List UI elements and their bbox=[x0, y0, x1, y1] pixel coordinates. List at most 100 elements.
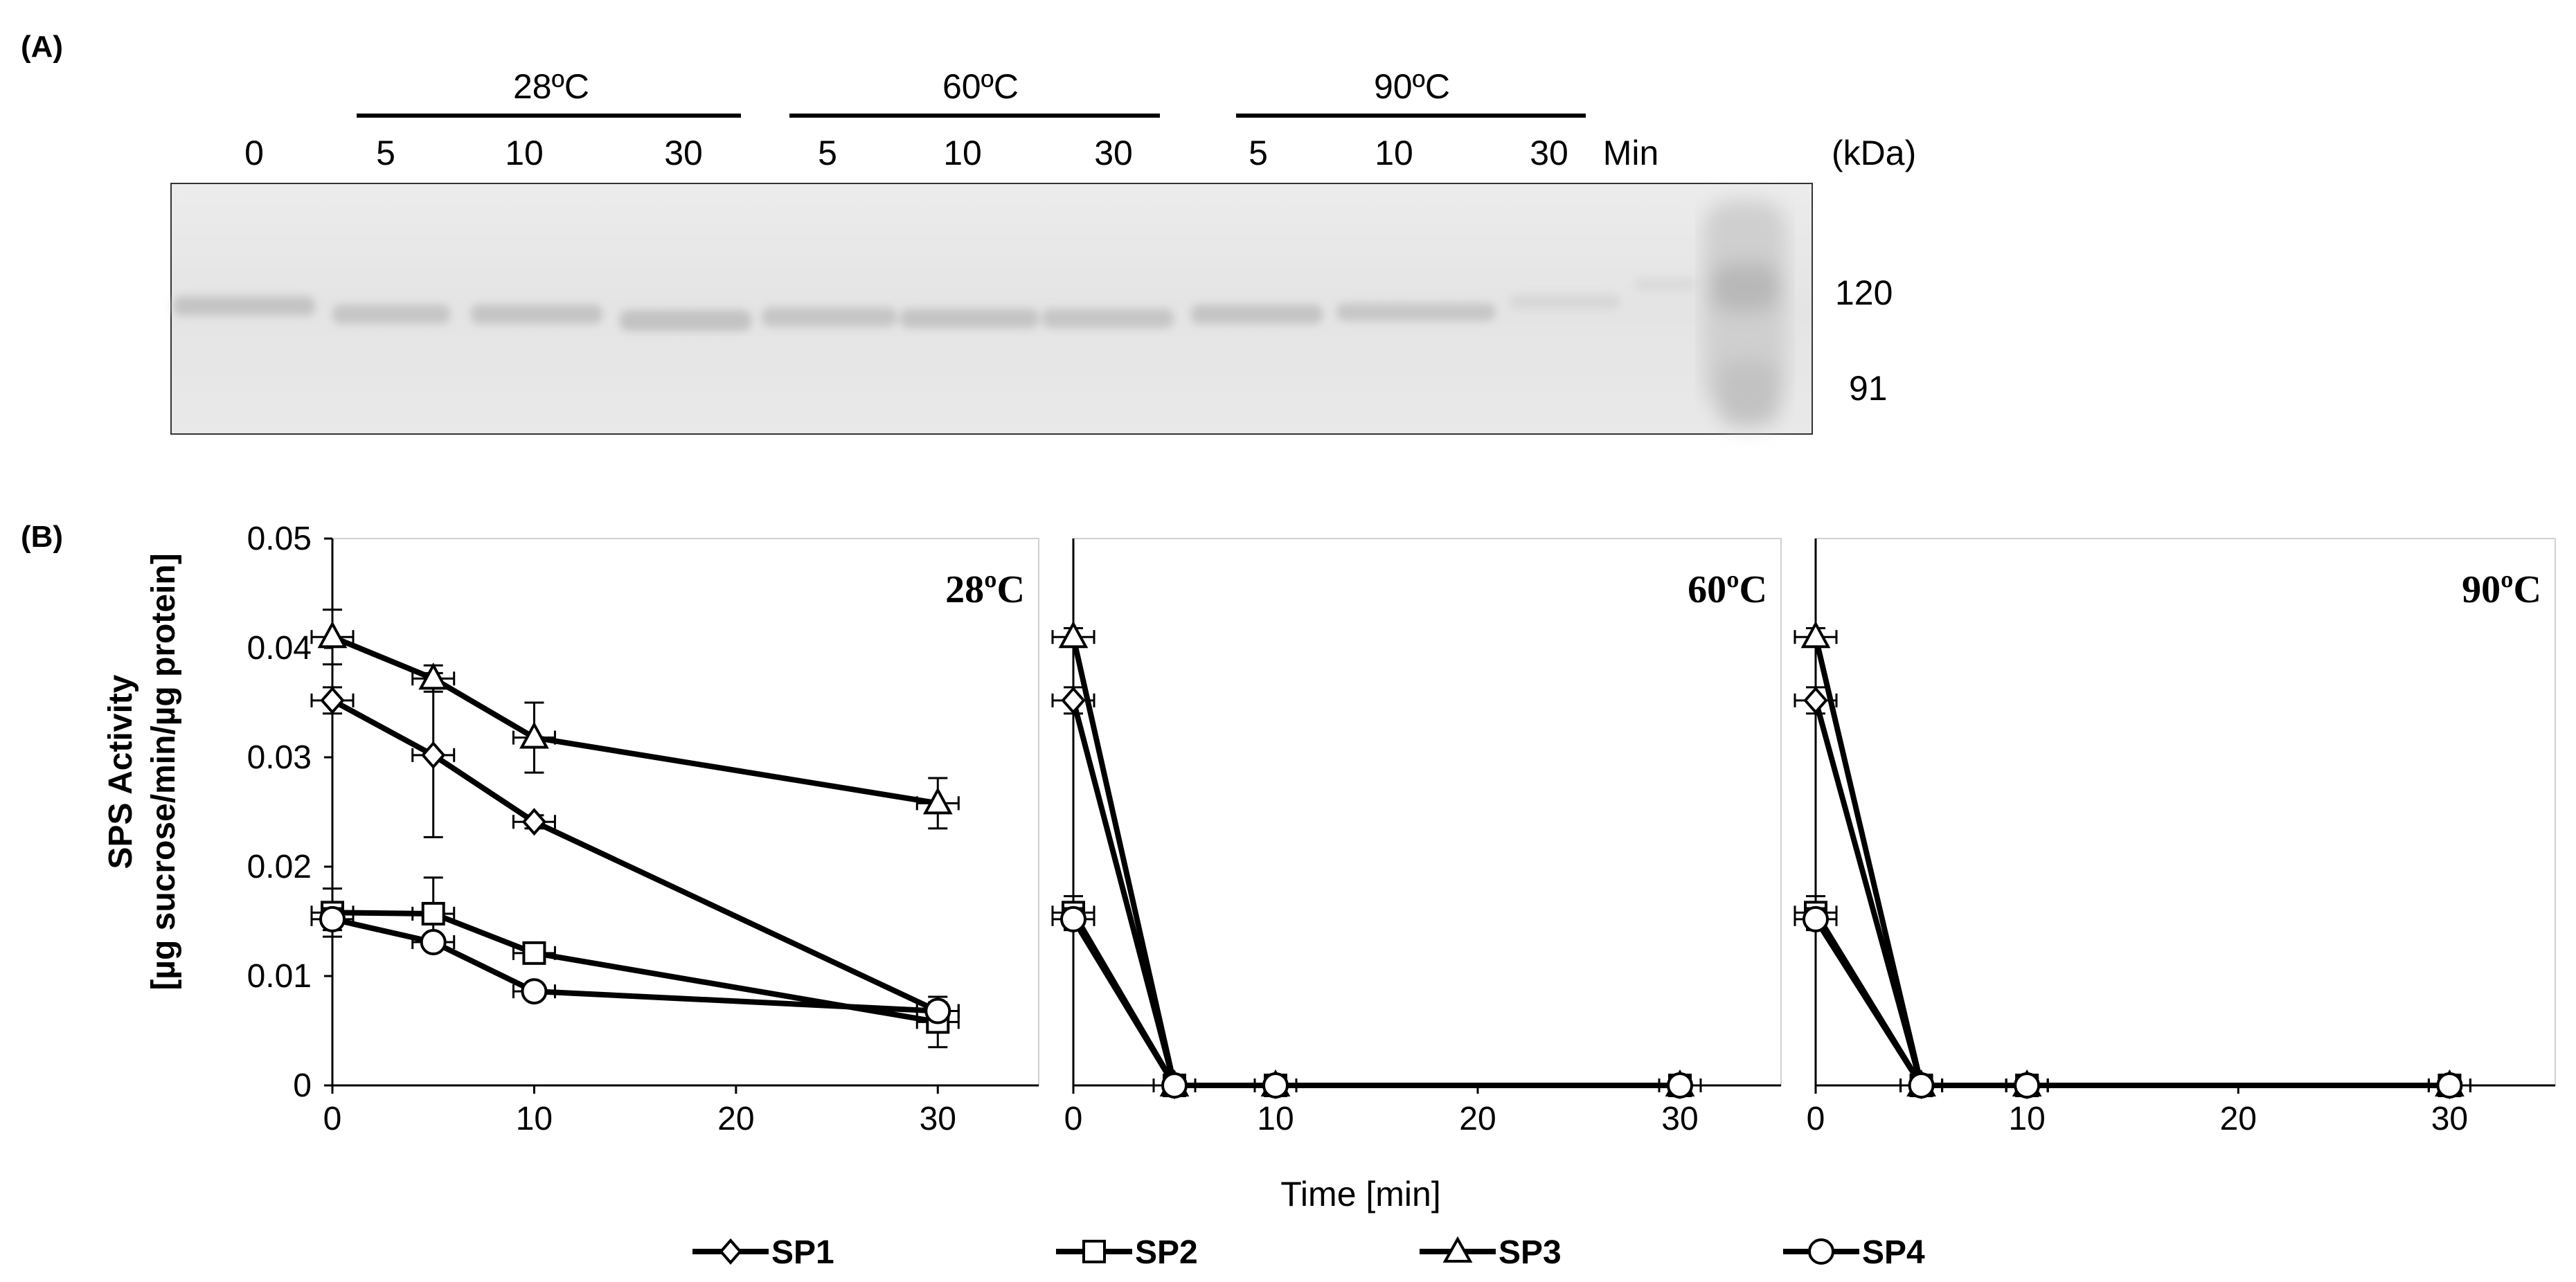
chart-title: 60ºC bbox=[1688, 568, 1767, 611]
y-axis-title: SPS Activity [µg sucrose/min/µg protein] bbox=[102, 553, 182, 990]
legend-label: SP4 bbox=[1862, 1234, 1925, 1271]
x-tick-label: 10 bbox=[1257, 1101, 1294, 1137]
x-tick-label: 0 bbox=[1807, 1101, 1825, 1137]
protein-band bbox=[173, 277, 1697, 331]
group-label-90: 90ºC bbox=[1374, 67, 1450, 106]
x-tick-label: 0 bbox=[323, 1101, 342, 1137]
temperature-groups: 28ºC 60ºC 90ºC bbox=[357, 67, 1586, 118]
series-line-sp2 bbox=[332, 910, 938, 1025]
series-line-sp2 bbox=[1071, 911, 1680, 1088]
panel-a-label: (A) bbox=[21, 30, 63, 64]
circle-marker-icon bbox=[1808, 1238, 1834, 1265]
series-line-sp4 bbox=[1813, 917, 2450, 1088]
data-point-sp1 bbox=[1803, 686, 1828, 714]
data-point-sp4 bbox=[1060, 905, 1086, 932]
y-tick-label: 0 bbox=[293, 1067, 312, 1104]
chart-28c: 0 10 20 30 0 0.01 0.02 0.03 0.04 0.05 28ºC bbox=[247, 521, 1039, 1137]
x-tick-label: 30 bbox=[1661, 1101, 1698, 1137]
data-point-sp4 bbox=[2436, 1072, 2463, 1099]
data-point-sp4 bbox=[319, 905, 346, 932]
marker-lane-smear bbox=[1703, 201, 1787, 426]
data-point-sp3 bbox=[317, 621, 348, 649]
y-tick-label: 0.01 bbox=[247, 958, 312, 995]
legend-item-sp3: SP3 bbox=[1420, 1234, 1562, 1271]
legend-label: SP2 bbox=[1135, 1234, 1198, 1271]
legend-label: SP1 bbox=[771, 1234, 834, 1271]
data-point-sp3 bbox=[418, 662, 449, 690]
data-point-sp4 bbox=[521, 978, 548, 1005]
x-tick-label: 20 bbox=[1459, 1101, 1496, 1137]
data-point-sp4 bbox=[2014, 1072, 2041, 1099]
plot-frame bbox=[1073, 538, 1782, 1086]
data-point-sp3 bbox=[922, 787, 953, 815]
data-point-sp3 bbox=[1800, 621, 1831, 649]
lane-label: 30 bbox=[1530, 134, 1568, 172]
group-label-28: 28ºC bbox=[513, 67, 589, 106]
data-point-sp4 bbox=[1803, 905, 1829, 932]
data-point-sp3 bbox=[519, 721, 549, 749]
data-point-sp4 bbox=[420, 929, 447, 956]
y-tick-label: 0.05 bbox=[247, 521, 312, 557]
lane-label: 10 bbox=[1375, 134, 1413, 172]
chart-title: 90ºC bbox=[2462, 568, 2541, 611]
lane-label: 5 bbox=[818, 134, 837, 172]
legend-item-sp1: SP1 bbox=[692, 1234, 834, 1271]
x-tick-label: 20 bbox=[2220, 1101, 2257, 1137]
lane-label: 10 bbox=[505, 134, 544, 172]
data-point-sp4 bbox=[1262, 1072, 1289, 1099]
lane-label: 0 bbox=[244, 134, 264, 172]
triangle-marker-icon bbox=[1442, 1236, 1473, 1263]
legend-item-sp4: SP4 bbox=[1783, 1234, 1925, 1271]
western-blot bbox=[170, 183, 1813, 435]
data-point-sp2 bbox=[421, 901, 445, 926]
data-point-sp1 bbox=[1061, 686, 1086, 714]
y-tick-label: 0.04 bbox=[247, 630, 312, 667]
legend: SP1 SP2 SP3 SP4 bbox=[692, 1234, 1925, 1271]
data-point-sp4 bbox=[924, 997, 951, 1024]
series-line-sp3 bbox=[1071, 636, 1680, 1088]
series-line-sp4 bbox=[332, 916, 938, 1014]
lane-label: 10 bbox=[943, 134, 982, 172]
lane-labels: 0 5 10 30 5 10 30 5 10 30 Min bbox=[244, 134, 1658, 172]
data-point-sp2 bbox=[522, 941, 546, 965]
data-point-sp4 bbox=[1161, 1072, 1188, 1099]
chart-title: 28ºC bbox=[945, 568, 1025, 611]
lane-label: 30 bbox=[1094, 134, 1133, 172]
series-line-sp2 bbox=[1813, 911, 2450, 1088]
data-point-sp1 bbox=[521, 808, 547, 836]
lane-label: 5 bbox=[376, 134, 395, 172]
y-tick-label: 0.02 bbox=[247, 849, 312, 885]
lane-label: 5 bbox=[1249, 134, 1268, 172]
time-unit-label: Min bbox=[1603, 134, 1659, 172]
x-tick-label: 10 bbox=[2008, 1101, 2045, 1137]
series-line-sp1 bbox=[1813, 699, 2450, 1088]
x-tick-label: 20 bbox=[717, 1101, 754, 1137]
kda-label: (kDa) bbox=[1832, 134, 1916, 172]
data-point-sp1 bbox=[421, 741, 446, 769]
series-line-sp1 bbox=[1071, 699, 1680, 1088]
diamond-marker-icon bbox=[719, 1238, 742, 1265]
y-tick-label: 0.03 bbox=[247, 739, 312, 776]
x-axis-title: Time [min] bbox=[1280, 1175, 1441, 1213]
legend-item-sp2: SP2 bbox=[1056, 1234, 1198, 1271]
y-axis-title-line2: [µg sucrose/min/µg protein] bbox=[145, 553, 182, 990]
lane-label: 30 bbox=[664, 134, 703, 172]
x-tick-label: 30 bbox=[920, 1101, 956, 1137]
y-axis-title-line1: SPS Activity bbox=[102, 674, 139, 869]
group-label-60: 60ºC bbox=[942, 67, 1019, 106]
square-marker-icon bbox=[1082, 1240, 1106, 1263]
chart-60c: 0 10 20 30 60ºC bbox=[1051, 538, 1782, 1137]
x-tick-label: 30 bbox=[2431, 1101, 2468, 1137]
series-line-sp4 bbox=[1071, 917, 1680, 1088]
data-point-sp4 bbox=[1667, 1072, 1693, 1099]
x-tick-label: 0 bbox=[1064, 1101, 1083, 1137]
series-line-sp3 bbox=[331, 634, 938, 806]
series-line-sp3 bbox=[1813, 636, 2450, 1088]
chart-90c: 0 10 20 30 90ºC bbox=[1794, 538, 2556, 1137]
legend-label: SP3 bbox=[1499, 1234, 1562, 1271]
data-point-sp3 bbox=[1058, 621, 1089, 649]
marker-91: 91 bbox=[1849, 369, 1888, 408]
data-point-sp1 bbox=[320, 686, 345, 714]
panel-b-label: (B) bbox=[21, 520, 63, 554]
